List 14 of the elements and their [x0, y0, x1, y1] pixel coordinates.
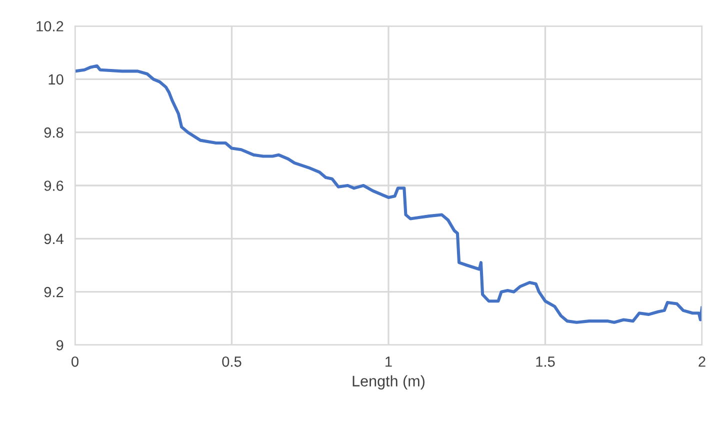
y-tick-label: 9	[56, 340, 64, 350]
x-tick-label: 1.5	[536, 356, 555, 367]
y-tick-label: 9.2	[44, 286, 64, 298]
y-tick-label: 9.6	[44, 180, 64, 191]
x-tick-label: 2	[698, 356, 706, 367]
x-tick-label: 1	[386, 356, 392, 367]
y-tick-label: 9.4	[44, 234, 64, 244]
x-tick-label: 0	[72, 356, 78, 367]
x-axis-title: Length (m)	[352, 375, 424, 390]
y-tick-label: 9.8	[44, 127, 64, 138]
y-tick-label: 10	[48, 74, 64, 85]
line-series	[75, 64, 702, 324]
y-tick-label: 10.2	[36, 21, 64, 32]
x-tick-label: 0.5	[222, 356, 242, 367]
